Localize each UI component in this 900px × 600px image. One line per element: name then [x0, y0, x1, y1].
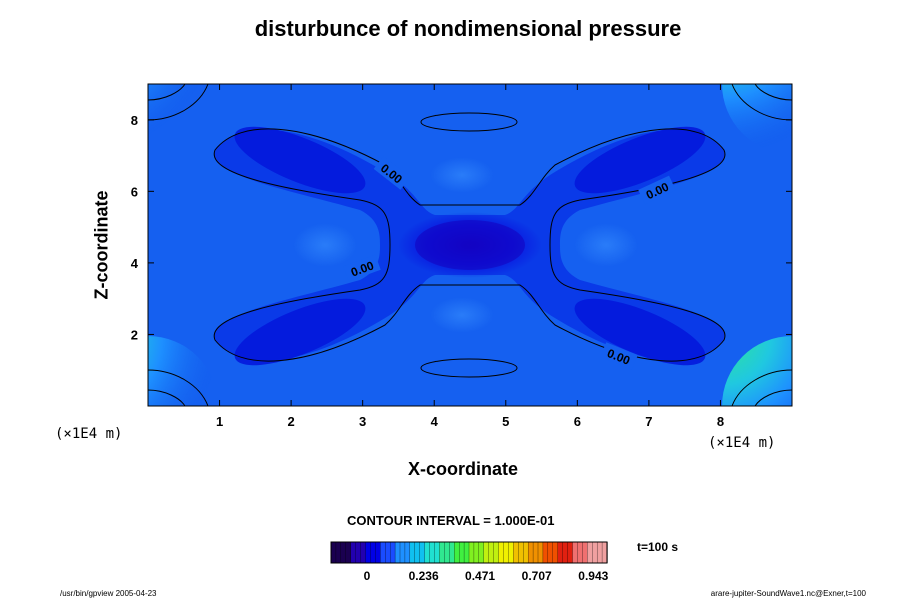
colorbar-segment [523, 541, 529, 564]
heatmap-field [148, 84, 792, 406]
corner-max-bottom-right [722, 336, 792, 406]
footer-right: arare-jupiter-SoundWave1.nc@Exner,t=100 [710, 589, 866, 598]
colorbar-segment [542, 541, 549, 564]
colorbar-tick-label: 0 [364, 569, 371, 583]
colorbar-segment [380, 541, 386, 564]
colorbar-segment [537, 541, 544, 564]
y-axis-unit: (×1E4 m) [55, 426, 123, 442]
colorbar-segment [547, 541, 554, 564]
colorbar-segment [463, 541, 470, 564]
y-axis-ticks: 2 4 6 8 [131, 113, 792, 342]
colorbar-tick-label: 0.471 [465, 569, 495, 583]
colorbar-segment [444, 541, 450, 564]
colorbar-segment [557, 541, 564, 564]
colorbar-ticks: 0 0.236 0.471 0.707 0.943 [364, 569, 609, 583]
colorbar-segment [582, 541, 588, 564]
chart-title: disturbunce of nondimensional pressure [254, 16, 682, 41]
colorbar-segment [350, 541, 357, 564]
colorbar-segment [394, 541, 401, 564]
y-tick-label: 4 [131, 256, 139, 271]
x-axis-ticks: 1 2 3 4 5 6 7 8 [216, 84, 724, 429]
colorbar-segment [375, 541, 381, 564]
colorbar-segment [562, 541, 569, 564]
colorbar-segment [414, 541, 421, 564]
colorbar-segment [483, 541, 490, 564]
colorbar-segment [468, 541, 475, 564]
colorbar-segment [518, 541, 524, 564]
colorbar-segment [508, 541, 515, 564]
colorbar-segment [503, 541, 510, 564]
colorbar-segment [567, 541, 574, 564]
x-axis-unit: (×1E4 m) [708, 435, 776, 451]
colorbar-segment [493, 541, 500, 564]
colorbar-segment [385, 541, 391, 564]
x-tick-label: 2 [287, 414, 294, 429]
colorbar-tick-label: 0.943 [578, 569, 608, 583]
colorbar-segment [532, 541, 539, 564]
footer-left: /usr/bin/gpview 2005-04-23 [60, 589, 157, 598]
colorbar [330, 541, 608, 564]
x-tick-label: 1 [216, 414, 223, 429]
contour-interval: CONTOUR INTERVAL = 1.000E-01 [347, 513, 555, 528]
colorbar-segment [592, 541, 598, 564]
colorbar-segment [552, 541, 559, 564]
colorbar-segment [449, 541, 455, 564]
colorbar-segment [370, 541, 377, 564]
colorbar-segment [577, 541, 584, 564]
x-tick-label: 7 [645, 414, 652, 429]
colorbar-segment [439, 541, 446, 564]
y-tick-label: 2 [131, 327, 138, 342]
colorbar-frame [330, 541, 608, 564]
colorbar-segment [429, 541, 436, 564]
colorbar-segment [527, 541, 534, 564]
x-tick-label: 5 [502, 414, 509, 429]
corner-max-top-right [722, 84, 792, 154]
colorbar-tick-label: 0.236 [409, 569, 439, 583]
x-axis-label: X-coordinate [408, 459, 519, 479]
contour-lines [148, 84, 792, 406]
colorbar-segment [478, 541, 485, 564]
field-arm-cores [234, 126, 706, 366]
colorbar-segment [330, 541, 337, 564]
corner-max-bottom-left [148, 336, 218, 406]
colorbar-segment [458, 541, 465, 564]
colorbar-segment [404, 541, 411, 564]
contour-bottom-ellipse [420, 358, 518, 378]
contour-zero [213, 128, 726, 362]
colorbar-segment [365, 541, 372, 564]
colorbar-segment [498, 541, 505, 564]
time-label: t=100 s [637, 540, 679, 554]
colorbar-segment [488, 541, 495, 564]
colorbar-segment [340, 541, 347, 564]
y-tick-label: 6 [131, 184, 138, 199]
colorbar-segment [360, 541, 367, 564]
colorbar-segment [473, 541, 480, 564]
colorbar-tick-label: 0.707 [522, 569, 552, 583]
x-tick-label: 3 [359, 414, 366, 429]
x-tick-label: 4 [431, 414, 439, 429]
colorbar-segment [572, 541, 579, 564]
y-tick-label: 8 [131, 113, 138, 128]
corner-max-top-left [148, 84, 218, 154]
colorbar-segment [355, 541, 362, 564]
colorbar-segment [409, 541, 416, 564]
colorbar-segment [345, 541, 352, 564]
colorbar-segment [434, 541, 441, 564]
plot-frame [147, 83, 793, 407]
colorbar-segment [419, 541, 426, 564]
x-tick-label: 6 [574, 414, 581, 429]
colorbar-segment [399, 541, 406, 564]
colorbar-segment [587, 541, 593, 564]
colorbar-segment [389, 541, 396, 564]
colorbar-segment [454, 541, 460, 564]
colorbar-segment [424, 541, 431, 564]
x-tick-label: 8 [717, 414, 724, 429]
colorbar-segment [513, 541, 519, 564]
contour-top-ellipse [420, 112, 518, 132]
colorbar-segment [596, 541, 603, 564]
y-axis-label: Z-coordinate [91, 190, 112, 300]
colorbar-segment [335, 541, 342, 564]
